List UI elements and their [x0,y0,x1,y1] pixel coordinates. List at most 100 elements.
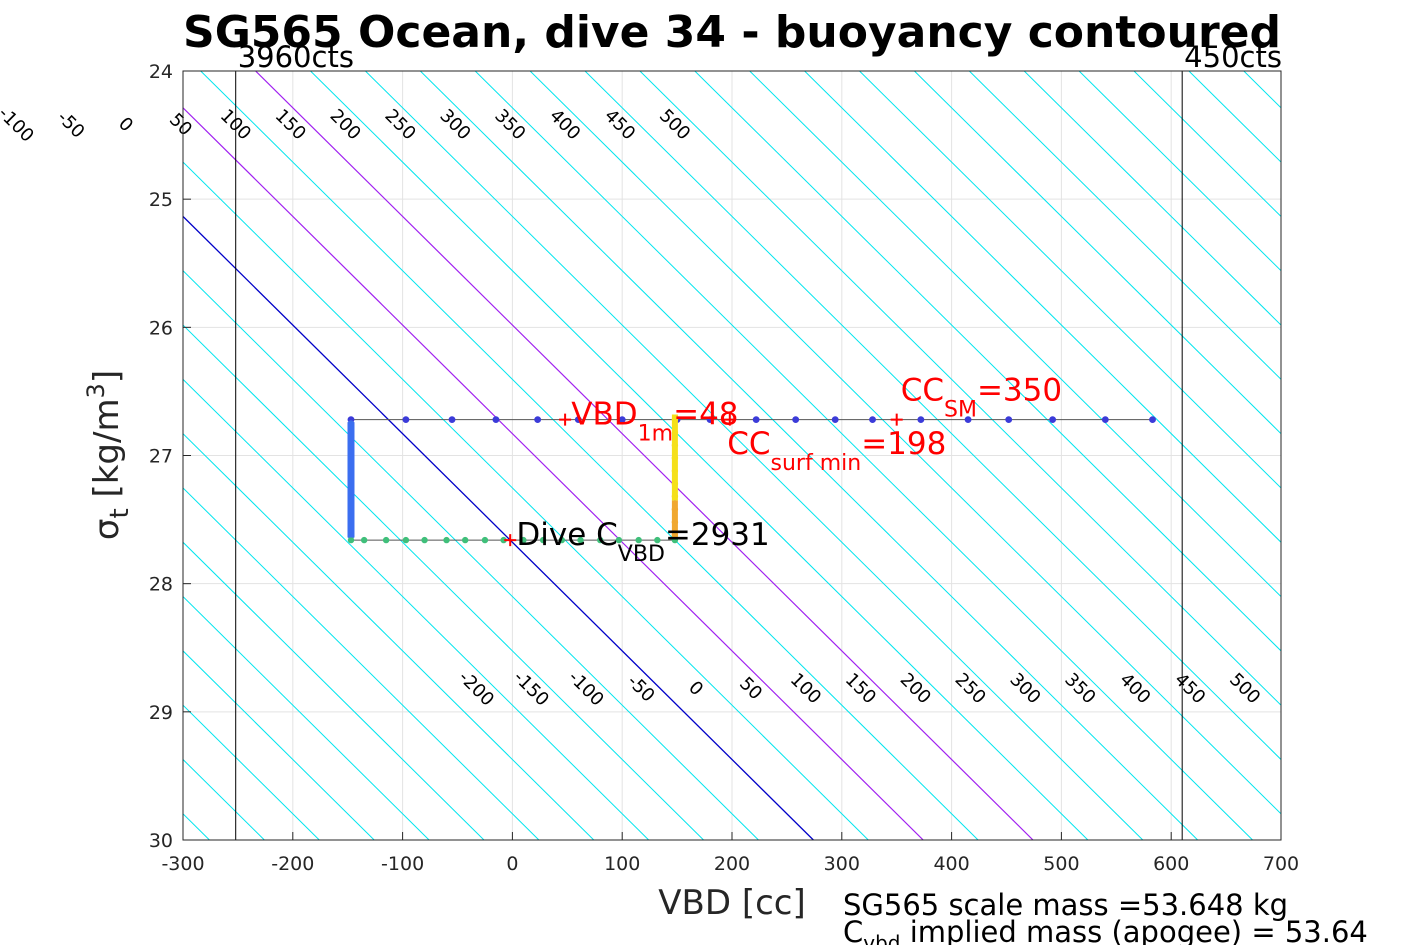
contour-line [804,71,1281,543]
x-axis-label: VBD [cc] [658,883,806,923]
contour-line [183,106,924,840]
contour-line [1133,71,1281,218]
contour-line [183,487,540,840]
chart-title: SG565 Ocean, dive 34 - buoyancy contoure… [183,7,1281,58]
trace-point [1049,416,1057,424]
buoyancy-contours [0,71,1417,840]
trace-point [869,416,876,424]
trace-point [481,536,489,544]
trace-point [382,536,390,544]
x-tick-label: -100 [381,853,424,875]
vbd-limit-lines: 3960cts 450cts [235,40,1282,840]
contour-line [1354,71,1417,840]
annotation: CCSM=350 [901,372,1062,422]
annotation-main: CC [901,372,944,408]
contour-line [183,595,430,840]
y-tick-label: 28 [149,574,173,596]
contour-line [584,71,1281,761]
footer-c-sub: vbd [863,931,900,945]
marker-plus [504,534,517,547]
contour-line [183,432,595,840]
vbd-limit-label: 450cts [1184,40,1282,74]
contour-label-top: 0 [114,113,137,136]
marker-plus [723,413,736,426]
contour-line [183,215,814,840]
contour-line [310,71,1089,840]
x-tick-label: 700 [1263,853,1299,875]
contour-line [0,71,155,840]
x-tick-label: 0 [506,853,518,875]
x-tick-label: 300 [824,853,860,875]
dive-trace [347,413,1156,547]
contour-line [0,71,100,840]
contour-line [200,71,979,840]
trace-point [500,536,507,544]
trace-point [539,536,547,544]
trace-point [448,416,456,424]
trace-point [654,536,661,544]
trace-point [492,416,500,424]
annotation: VBD1m=48 [571,397,738,447]
contour-line [639,71,1281,706]
x-tick-label: -300 [161,853,204,875]
y-tick-label: 24 [149,61,173,83]
trace-point [831,416,839,424]
annotation-main: Dive C [516,517,617,553]
trace-point [671,536,679,544]
y-tick-label: 29 [149,702,173,724]
contour-line [914,71,1281,435]
vbd-limit-label: 3960cts [238,40,354,74]
contour-line [694,71,1281,652]
trace-point [752,416,760,424]
trace-point [461,536,469,544]
trace-point [1005,416,1013,424]
contour-line [1078,71,1281,272]
contour-line [183,650,375,840]
annotation-sub: VBD [618,542,665,567]
marker-plus [559,413,572,426]
trace-point [706,416,714,424]
y-axis-label: σt [kg/m3] [82,370,135,540]
x-tick-label: 200 [714,853,750,875]
y-axis-sigma-sub: t [105,508,135,518]
contour-line [859,71,1281,489]
contour-line [0,71,45,840]
axis-ticks: -300 -200 -100 0 100 200 300 400 500 600 700 24 25 26… [149,61,1299,875]
x-tick-label: 100 [604,853,640,875]
footer-c: C [843,915,863,945]
footer-implied-mass: Cvbd implied mass (apogee) = 53.64 [843,915,1368,945]
annotation-value: =350 [977,372,1062,408]
contour-line [419,71,1199,840]
y-axis-units: [kg/m [87,398,127,508]
annotation: CCsurf min=198 [727,426,946,476]
trace-point [577,536,584,544]
contour-line [255,71,1034,840]
trace-point [534,416,542,424]
trace-point [792,416,800,424]
y-tick-label: 27 [149,446,173,468]
trace-point [574,416,582,424]
contour-line [474,71,1253,840]
annotation-value: =198 [861,426,946,462]
trace-point [917,416,925,424]
trace-point [421,536,428,544]
contour-line [183,324,704,840]
x-tick-label: 400 [933,853,969,875]
footer-rest: implied mass (apogee) = 53.64 [900,915,1367,945]
y-tick-label: 26 [149,317,173,339]
annotation: Dive CVBD=2931 [516,517,769,567]
contour-line [183,378,650,840]
contour-label-top: -100 [0,103,38,147]
annotation-sub: surf min [771,451,862,476]
marker-plus [890,413,903,426]
x-tick-label: 600 [1153,853,1189,875]
contour-line [529,71,1281,815]
contour-line [1023,71,1281,326]
y-axis-sigma: σ [87,519,127,541]
annotation-main: CC [727,426,770,462]
trace-point [635,536,642,544]
trace-point [360,536,368,544]
y-axis-units-sup: 3 [82,383,110,398]
y-tick-label: 30 [149,830,173,852]
